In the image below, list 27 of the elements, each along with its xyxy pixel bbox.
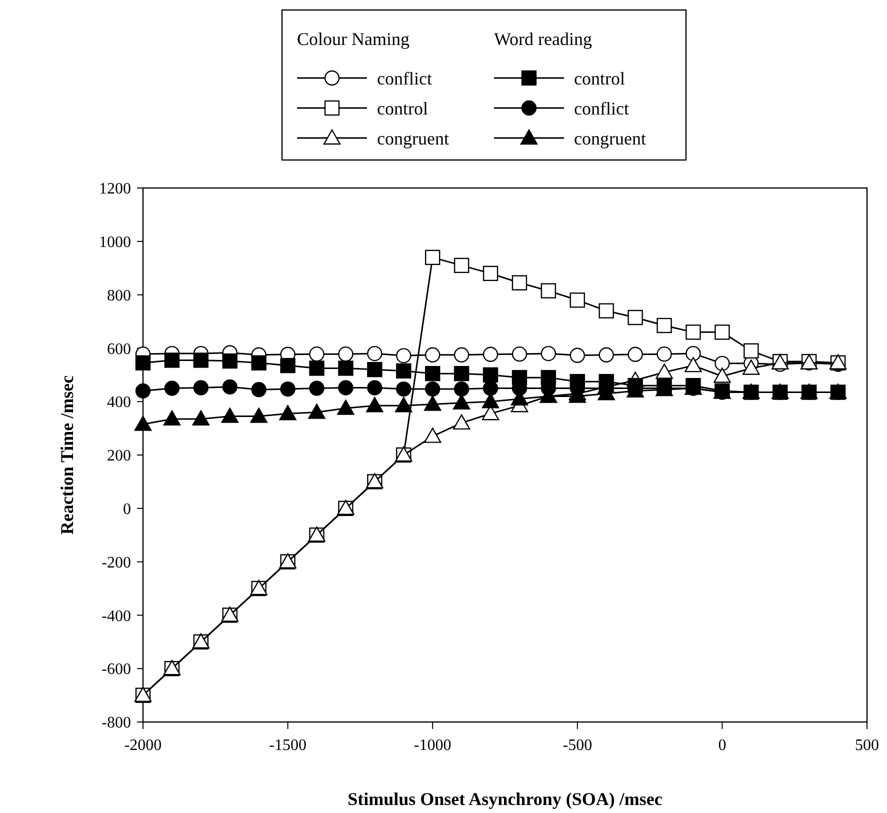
- y-tick-label: 1000: [99, 234, 131, 251]
- text: Colour Naming: [297, 29, 410, 49]
- legend-label: congruent: [377, 128, 449, 148]
- y-axis-title: Reaction Time /msec: [57, 375, 77, 535]
- y-tick-label: -200: [102, 554, 131, 572]
- y-tick-label: -800: [102, 714, 131, 732]
- y-tick-label: 200: [107, 448, 131, 465]
- y-tick-label: 800: [107, 287, 131, 304]
- text: Word reading: [494, 29, 592, 49]
- x-tick-label: -1000: [414, 737, 452, 754]
- x-tick-label: -1500: [269, 737, 306, 754]
- y-tick-label: 600: [107, 340, 131, 358]
- x-tick-label: -500: [562, 737, 592, 754]
- legend-label: conflict: [574, 98, 629, 118]
- y-tick-label: 400: [107, 394, 131, 412]
- legend-label: conflict: [377, 68, 432, 88]
- legend-label: congruent: [574, 128, 646, 148]
- y-tick-label: 1200: [99, 180, 131, 198]
- legend-label: control: [574, 68, 625, 88]
- x-axis-title: Stimulus Onset Asynchrony (SOA) /msec: [348, 789, 662, 809]
- x-tick-label: -2000: [124, 737, 162, 754]
- y-tick-label: -600: [102, 661, 131, 678]
- legend-label: control: [377, 98, 428, 118]
- x-tick-label: 500: [855, 737, 879, 754]
- y-tick-label: 0: [123, 501, 131, 518]
- x-tick-label: 0: [718, 737, 726, 754]
- y-tick-label: -400: [102, 608, 131, 625]
